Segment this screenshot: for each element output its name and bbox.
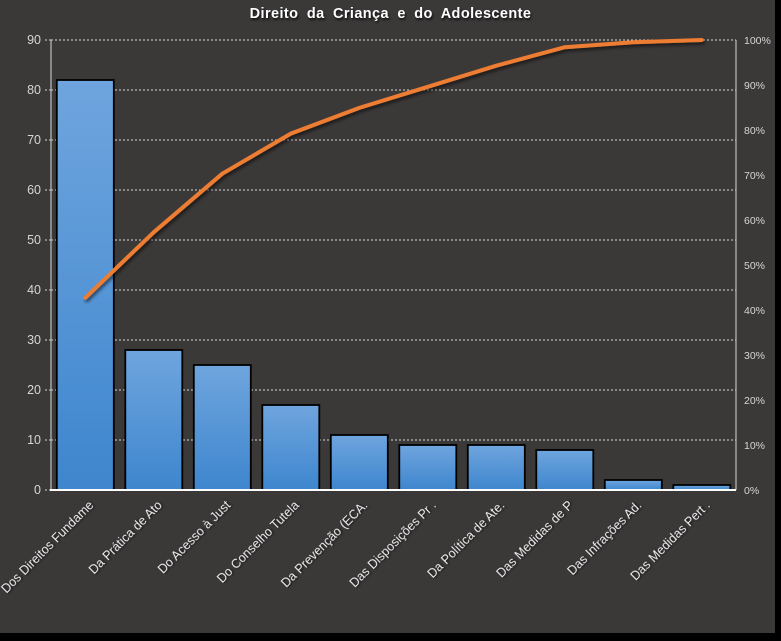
y-axis-label-right: 10% — [744, 440, 765, 452]
category-label: Do Acesso à Just — [155, 498, 234, 577]
bar — [192, 364, 252, 491]
bar — [398, 444, 458, 491]
window-edge-right — [775, 0, 781, 641]
y-axis-label-right: 30% — [744, 350, 765, 362]
y-axis-label-right: 0% — [744, 485, 759, 497]
y-axis-label-right: 40% — [744, 305, 765, 317]
y-axis-label-left: 40 — [27, 283, 41, 297]
category-label: Dos Direitos Fundame — [0, 498, 96, 596]
chart-title: Direito da Criança e do Adolescente — [249, 6, 532, 22]
y-axis-label-left: 0 — [34, 483, 41, 497]
bar — [535, 449, 595, 491]
category-label: Das Infrações Ad. — [565, 498, 645, 578]
y-axis-label-right: 70% — [744, 170, 765, 182]
bar — [55, 79, 115, 491]
y-axis-label-left: 10 — [27, 433, 41, 447]
bar — [261, 404, 321, 491]
window-edge-bottom — [0, 633, 781, 641]
y-axis-label-left: 30 — [27, 333, 41, 347]
y-axis-label-right: 60% — [744, 215, 765, 227]
y-axis-label-left: 50 — [27, 233, 41, 247]
y-axis-label-left: 20 — [27, 383, 41, 397]
y-axis-label-left: 80 — [27, 83, 41, 97]
y-axis-label-right: 80% — [744, 125, 765, 137]
y-axis-label-left: 90 — [27, 33, 41, 47]
y-axis-label-left: 60 — [27, 183, 41, 197]
y-axis-label-left: 70 — [27, 133, 41, 147]
y-axis-label-right: 20% — [744, 395, 765, 407]
y-axis-label-right: 100% — [744, 35, 771, 47]
category-label: Da Prática de Ato — [86, 498, 165, 577]
bar — [329, 434, 389, 491]
bar — [124, 349, 184, 491]
y-axis-label-right: 90% — [744, 80, 765, 92]
y-axis-label-right: 50% — [744, 260, 765, 272]
cumulative-line — [83, 38, 704, 300]
bar — [603, 479, 663, 491]
bar — [466, 444, 526, 491]
